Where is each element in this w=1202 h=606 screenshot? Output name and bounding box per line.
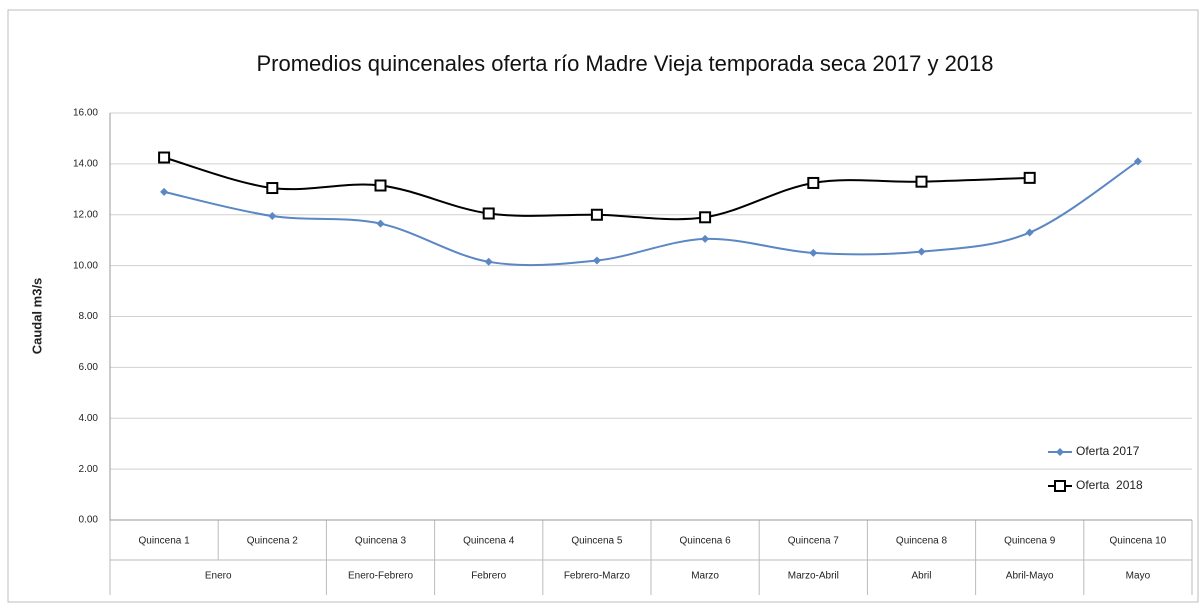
x-tick-label: Quincena 8 xyxy=(896,536,948,547)
y-tick-label: 4.00 xyxy=(79,413,99,424)
point xyxy=(374,179,387,192)
x-tick-label: Quincena 2 xyxy=(247,536,299,547)
y-tick-label: 14.00 xyxy=(73,159,98,170)
point xyxy=(917,247,926,256)
x-group-label: Enero xyxy=(205,571,232,582)
y-axis-label: Caudal m3/s xyxy=(29,278,44,355)
x-tick-label: Quincena 7 xyxy=(788,536,840,547)
y-tick-label: 0.00 xyxy=(79,515,99,526)
y-tick-label: 6.00 xyxy=(79,362,99,373)
point xyxy=(592,256,601,265)
y-tick-label: 10.00 xyxy=(73,260,98,271)
point xyxy=(158,151,171,164)
y-tick-label: 8.00 xyxy=(79,311,99,322)
chart-title: Promedios quincenales oferta río Madre V… xyxy=(256,51,993,76)
point xyxy=(1133,157,1142,166)
x-group-label: Abril xyxy=(911,571,931,582)
x-tick-label: Quincena 3 xyxy=(355,536,407,547)
point xyxy=(160,187,169,196)
y-tick-label: 16.00 xyxy=(73,108,98,119)
x-group-label: Febrero xyxy=(471,571,506,582)
point xyxy=(915,175,928,188)
legend-marker xyxy=(1054,480,1066,492)
point xyxy=(807,176,820,189)
legend-marker xyxy=(1056,448,1064,456)
point xyxy=(590,208,603,221)
x-tick-label: Quincena 4 xyxy=(463,536,515,547)
point xyxy=(376,219,385,228)
x-group-label: Marzo xyxy=(691,571,719,582)
point xyxy=(701,234,710,243)
legend-label: Oferta 2017 xyxy=(1076,444,1140,458)
legend-label: Oferta 2018 xyxy=(1076,478,1143,492)
x-group-label: Abril-Mayo xyxy=(1006,571,1054,582)
x-group-label: Febrero-Marzo xyxy=(564,571,631,582)
chart-border xyxy=(7,9,1199,603)
y-tick-label: 12.00 xyxy=(73,209,98,220)
x-group-label: Mayo xyxy=(1126,571,1151,582)
x-tick-label: Quincena 1 xyxy=(139,536,191,547)
y-tick-label: 2.00 xyxy=(79,464,99,475)
point xyxy=(699,211,712,224)
x-tick-label: Quincena 9 xyxy=(1004,536,1056,547)
point xyxy=(1025,228,1034,237)
x-tick-label: Quincena 10 xyxy=(1110,536,1167,547)
x-group-label: Enero-Febrero xyxy=(348,571,413,582)
point xyxy=(809,248,818,257)
x-tick-label: Quincena 6 xyxy=(680,536,732,547)
x-tick-label: Quincena 5 xyxy=(571,536,623,547)
x-group-label: Marzo-Abril xyxy=(788,571,839,582)
point xyxy=(482,207,495,220)
point xyxy=(1023,171,1036,184)
point xyxy=(266,182,279,195)
point xyxy=(268,212,277,221)
series-line xyxy=(163,160,1139,267)
point xyxy=(484,257,493,266)
